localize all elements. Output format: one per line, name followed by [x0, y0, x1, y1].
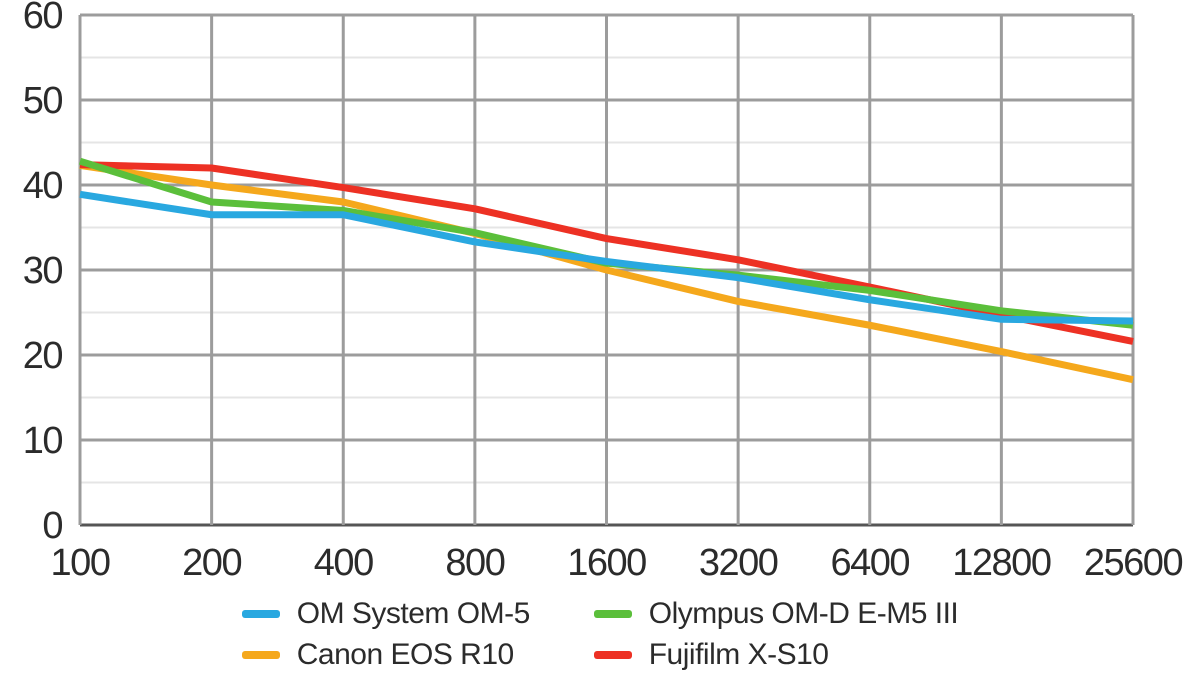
x-tick-label: 3200 — [699, 542, 778, 584]
series-line-canon-eos-r10 — [79, 161, 1134, 384]
y-tick-label: 60 — [23, 0, 63, 37]
x-tick-label: 6400 — [830, 542, 909, 584]
x-tick-label: 25600 — [1084, 542, 1183, 584]
y-tick-label: 30 — [23, 250, 63, 292]
legend-item-fujifilm-x-s10: Fujifilm X-S10 — [593, 637, 959, 673]
y-tick-label: 20 — [23, 335, 63, 377]
legend-label-fujifilm-x-s10: Fujifilm X-S10 — [648, 638, 829, 671]
series-line-om-system-om-5 — [79, 190, 1134, 325]
x-tick-label: 100 — [51, 542, 110, 584]
x-tick-label: 200 — [182, 542, 241, 584]
chart-legend: OM System OM-5 Olympus OM-D E-M5 III Can… — [0, 596, 1200, 673]
legend-item-olympus-om-d-e-m5-iii: Olympus OM-D E-M5 III — [593, 596, 959, 632]
legend-line-marker-icon — [241, 651, 280, 659]
legend-line-marker-icon — [593, 610, 632, 618]
legend-line-marker-icon — [241, 610, 280, 618]
legend-label-om-system-om-5: OM System OM-5 — [296, 597, 531, 630]
legend-label-olympus-om-d-e-m5-iii: Olympus OM-D E-M5 III — [648, 597, 959, 630]
x-tick-label: 1600 — [567, 542, 646, 584]
y-tick-label: 0 — [42, 505, 62, 547]
x-tick-label: 12800 — [952, 542, 1051, 584]
x-tick-label: 400 — [314, 542, 373, 584]
plot-area: 0 10 20 30 40 50 60 100 200 400 800 1600 3200 6400 128… — [23, 0, 1184, 584]
y-tick-label: 50 — [23, 80, 63, 122]
legend-label-canon-eos-r10: Canon EOS R10 — [296, 638, 514, 671]
x-tick-label: 800 — [445, 542, 504, 584]
legend-line-marker-icon — [593, 651, 632, 659]
y-tick-label: 10 — [23, 420, 63, 462]
y-tick-label: 40 — [23, 165, 63, 207]
legend-item-om-system-om-5: OM System OM-5 — [241, 596, 594, 632]
legend-item-canon-eos-r10: Canon EOS R10 — [241, 637, 594, 673]
